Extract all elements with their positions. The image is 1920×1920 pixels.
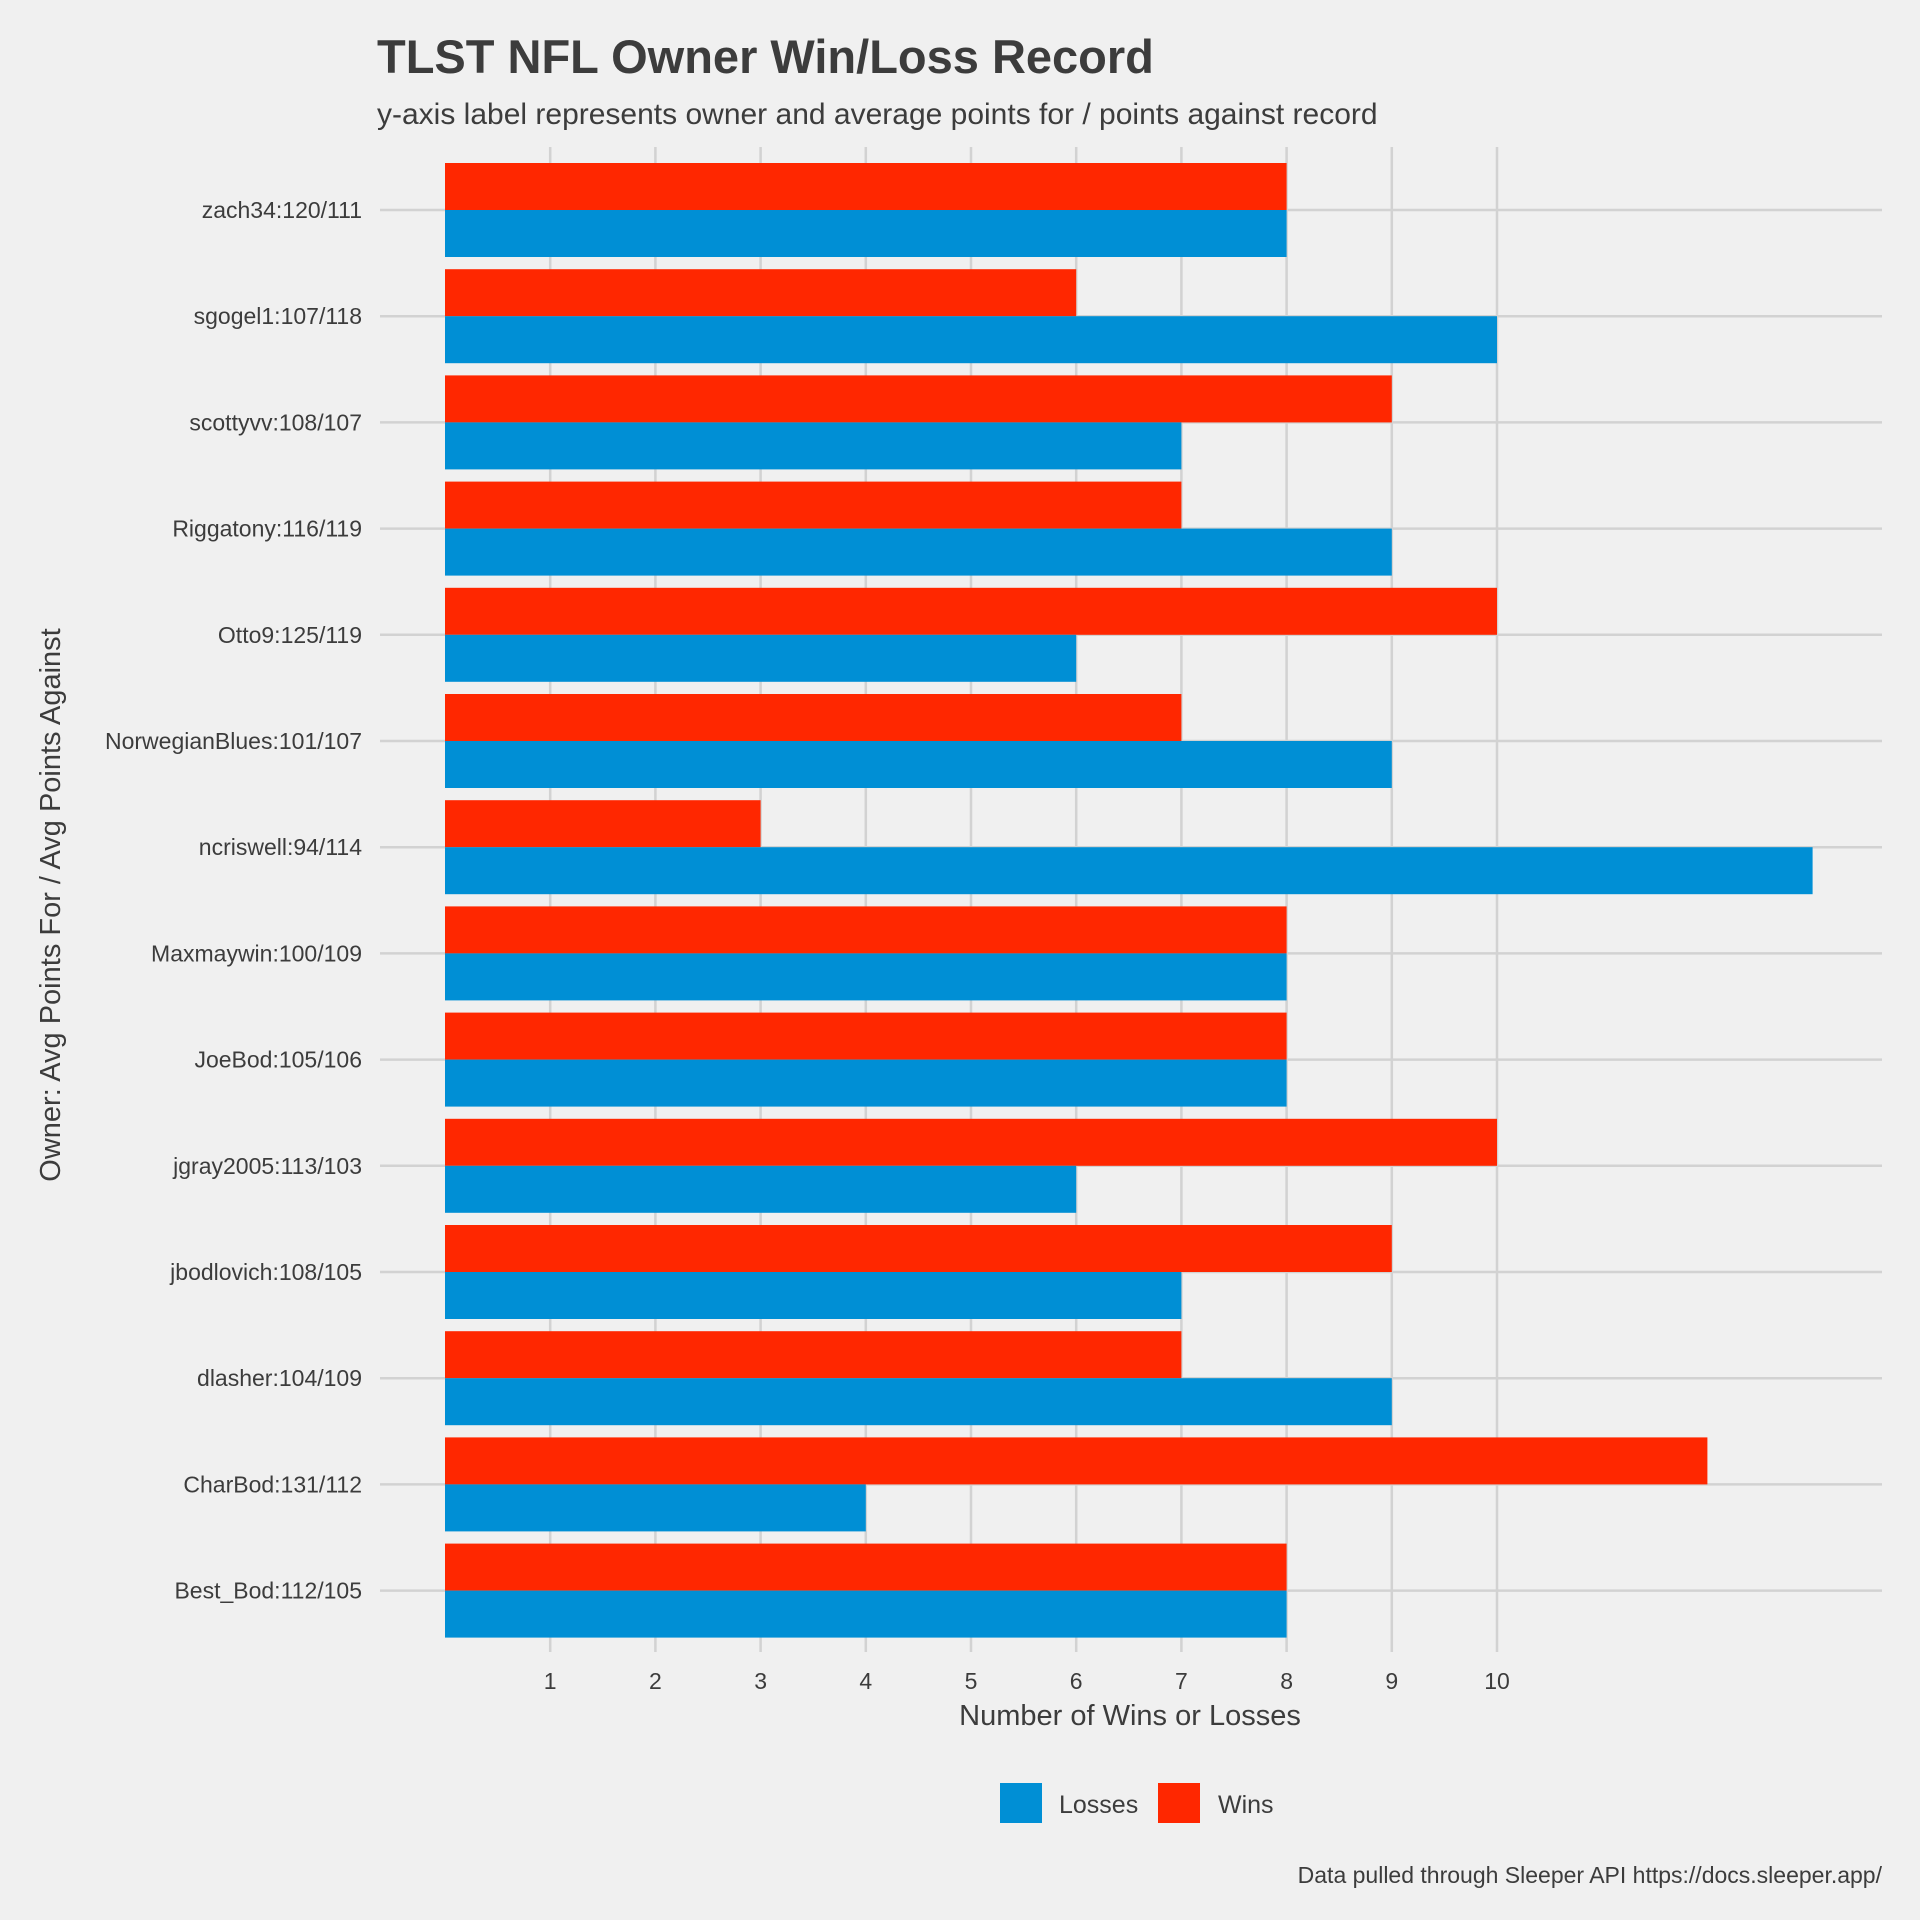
y-tick-label-5: Otto9:125/119 [218,622,362,648]
bar-losses-1 [445,210,1287,257]
y-tick-label-1: zach34:120/111 [202,197,362,223]
y-tick-label-3: scottyvv:108/107 [189,409,362,435]
chart-title: TLST NFL Owner Win/Loss Record [377,30,1154,83]
bar-wins-11 [445,1225,1392,1272]
y-tick-label-10: jgray2005:113/103 [172,1153,362,1179]
x-tick-label-10: 10 [1484,1668,1510,1694]
bar-losses-4 [445,528,1392,576]
bar-wins-7 [445,800,761,848]
bar-wins-14 [445,1543,1287,1591]
x-tick-labels: 1 2 3 4 5 6 7 8 9 10 [544,1668,1510,1694]
y-tick-label-11: jbodlovich:108/105 [169,1259,362,1285]
bar-losses-6 [445,741,1392,788]
x-tick-label-8: 8 [1280,1668,1293,1694]
chart-subtitle: y-axis label represents owner and averag… [377,98,1378,131]
x-tick-label-7: 7 [1175,1668,1188,1694]
bar-wins-1 [445,163,1287,210]
y-tick-label-9: JoeBod:105/106 [194,1047,362,1073]
y-tick-label-14: Best_Bod:112/105 [174,1578,362,1604]
chart-caption: Data pulled through Sleeper API https://… [1298,1862,1883,1888]
bar-losses-11 [445,1272,1182,1319]
y-axis-title: Owner: Avg Points For / Avg Points Again… [35,628,67,1181]
bar-wins-6 [445,694,1182,741]
y-tick-label-12: dlasher:104/109 [197,1365,362,1391]
x-tick-label-2: 2 [649,1668,662,1694]
y-tick-labels: zach34:120/111 sgogel1:107/118 scottyvv:10… [105,197,362,1604]
x-tick-label-3: 3 [754,1668,767,1694]
bar-wins-8 [445,906,1287,954]
bar-losses-5 [445,634,1077,682]
legend-label-wins: Wins [1218,1791,1274,1819]
y-tick-label-6: NorwegianBlues:101/107 [105,728,362,754]
y-tick-label-8: Maxmaywin:100/109 [151,940,362,966]
y-tick-label-13: CharBod:131/112 [183,1471,362,1497]
bar-wins-3 [445,375,1392,423]
bar-losses-13 [445,1484,866,1532]
bar-losses-9 [445,1059,1287,1107]
bar-wins-12 [445,1331,1182,1379]
bar-wins-10 [445,1118,1497,1166]
bar-wins-9 [445,1012,1287,1060]
bar-wins-13 [445,1437,1708,1485]
x-tick-label-9: 9 [1385,1668,1398,1694]
x-tick-label-4: 4 [859,1668,872,1694]
bar-losses-3 [445,422,1182,470]
y-tick-label-2: sgogel1:107/118 [194,303,362,329]
bar-losses-14 [445,1590,1287,1638]
y-tick-label-7: ncriswell:94/114 [199,834,362,860]
legend: Losses Wins [1000,1783,1274,1823]
legend-label-losses: Losses [1059,1791,1138,1819]
bar-losses-2 [445,316,1497,364]
bar-wins-5 [445,587,1497,635]
legend-swatch-wins [1158,1783,1200,1823]
x-tick-label-5: 5 [965,1668,978,1694]
bar-wins-2 [445,269,1077,317]
x-axis-title: Number of Wins or Losses [959,1700,1301,1732]
bar-losses-10 [445,1165,1077,1213]
x-tick-label-6: 6 [1070,1668,1083,1694]
bar-losses-12 [445,1378,1392,1426]
bar-wins-4 [445,481,1182,529]
legend-swatch-losses [1000,1783,1042,1823]
grid-lines [380,147,1882,1652]
x-tick-label-1: 1 [544,1668,557,1694]
bars [445,163,1813,1638]
y-tick-label-4: Riggatony:116/119 [172,516,362,542]
bar-losses-7 [445,847,1813,895]
bar-losses-8 [445,953,1287,1001]
